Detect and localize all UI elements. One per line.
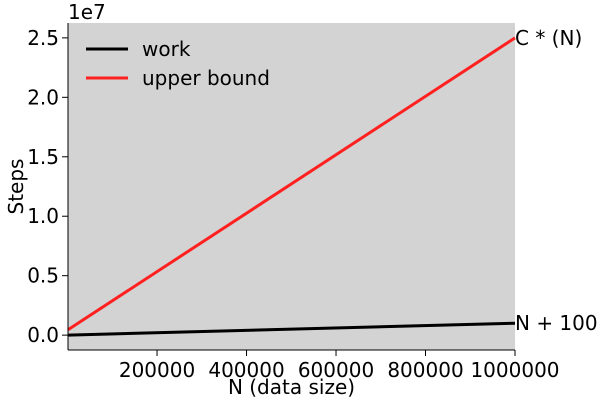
y-tick-label: 2.5 (27, 26, 59, 50)
y-axis-title: Steps (4, 159, 28, 215)
y-tick-label: 2.0 (27, 85, 59, 109)
x-ticks: 200000 400000 600000 800000 1000000 (119, 350, 560, 382)
x-axis-title: N (data size) (228, 375, 355, 399)
legend: work upper bound (86, 37, 270, 90)
y-tick-label: 0.5 (27, 264, 59, 288)
plot-background (68, 23, 515, 350)
annotation-0: C * (N) (515, 26, 582, 50)
y-ticks: 0.0 0.5 1.0 1.5 2.0 2.5 (27, 26, 68, 347)
x-tick-label: 400000 (208, 358, 284, 382)
series-line-1 (67, 36, 516, 332)
x-tick-label: 1000000 (470, 358, 559, 382)
legend-label-0: work (142, 37, 191, 61)
series-layer (67, 36, 516, 337)
x-tick-label: 600000 (298, 358, 374, 382)
annotation-1: N + 100 (515, 311, 598, 335)
annotations: C * (N) N + 100 (515, 26, 598, 335)
x-tick-label: 200000 (119, 358, 195, 382)
y-tick-label: 1.0 (27, 204, 59, 228)
legend-label-1: upper bound (142, 66, 270, 90)
series-line-0 (67, 321, 516, 337)
y-tick-label: 1.5 (27, 145, 59, 169)
x-tick-label: 800000 (387, 358, 463, 382)
y-tick-label: 0.0 (27, 323, 59, 347)
y-axis-exponent: 1e7 (68, 0, 106, 24)
